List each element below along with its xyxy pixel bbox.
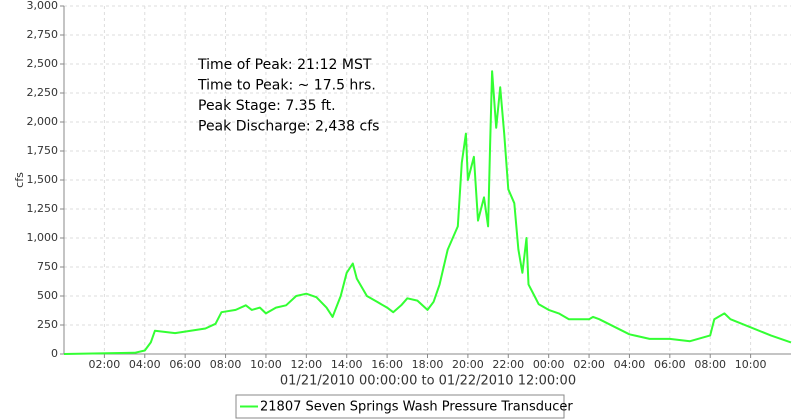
data-line	[63, 70, 792, 355]
y-tick-label: 3,000	[27, 0, 59, 12]
x-tick-label: 08:00	[694, 358, 726, 371]
x-tick-label: 14:00	[331, 358, 363, 371]
x-tick-label: 18:00	[412, 358, 444, 371]
x-tick-label: 02:00	[89, 358, 121, 371]
annotation: Time to Peak: ~ 17.5 hrs.	[197, 78, 376, 94]
annotation: Peak Stage: 7.35 ft.	[198, 98, 336, 114]
y-tick-label: 2,500	[27, 57, 59, 70]
x-tick-label: 12:00	[290, 358, 322, 371]
x-axis-label: 01/21/2010 00:00:00 to 01/22/2010 12:00:…	[280, 374, 576, 389]
x-tick-label: 06:00	[169, 358, 201, 371]
legend-label: 21807 Seven Springs Wash Pressure Transd…	[260, 400, 573, 415]
y-tick-label: 250	[37, 318, 58, 331]
annotation: Time of Peak: 21:12 MST	[197, 57, 372, 73]
x-tick-label: 06:00	[654, 358, 686, 371]
y-tick-label: 2,250	[27, 86, 59, 99]
y-tick-label: 750	[37, 260, 58, 273]
y-tick-label: 1,750	[27, 144, 59, 157]
y-tick-label: 0	[51, 347, 58, 360]
y-tick-label: 1,500	[27, 173, 59, 186]
y-tick-label: 2,000	[27, 115, 59, 128]
y-tick-label: 2,750	[27, 28, 59, 41]
x-tick-label: 02:00	[573, 358, 605, 371]
x-tick-label: 22:00	[492, 358, 524, 371]
x-tick-label: 16:00	[371, 358, 403, 371]
x-tick-label: 10:00	[735, 358, 767, 371]
legend-box	[235, 394, 565, 419]
x-tick-label: 10:00	[250, 358, 282, 371]
x-tick-label: 20:00	[452, 358, 484, 371]
x-tick-label: 04:00	[614, 358, 646, 371]
y-tick-label: 1,250	[27, 202, 59, 215]
y-axis-label: cfs	[13, 172, 26, 188]
y-tick-label: 500	[37, 289, 58, 302]
annotation: Peak Discharge: 2,438 cfs	[198, 119, 379, 135]
y-tick-label: 1,000	[27, 231, 59, 244]
x-tick-label: 08:00	[210, 358, 242, 371]
x-tick-label: 00:00	[533, 358, 565, 371]
x-tick-label: 04:00	[129, 358, 161, 371]
